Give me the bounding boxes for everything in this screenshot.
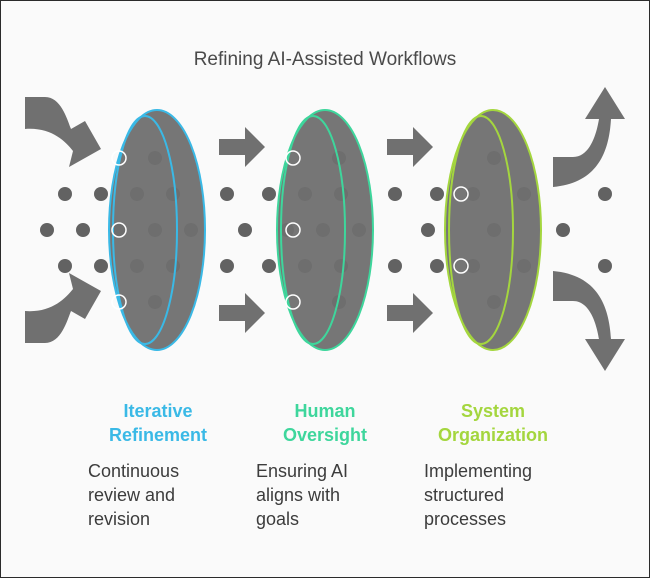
- dot: [430, 259, 444, 273]
- curved-arrow-icon: [25, 273, 101, 343]
- stage-description-line: revision: [88, 509, 151, 529]
- curved-arrow-icon: [553, 87, 625, 187]
- right-arrow-icon: [387, 127, 433, 167]
- lens-ring-icon: [444, 109, 542, 351]
- hollow-dot: [453, 186, 469, 202]
- workflow-graphic: [25, 87, 625, 371]
- curved-arrow-icon: [25, 97, 101, 167]
- stage-heading-line: Iterative: [123, 401, 193, 421]
- stage-description-line: processes: [424, 509, 507, 529]
- stage-heading-line: Human: [294, 401, 356, 421]
- stage-description-human-oversight: Ensuring AI aligns with goals: [256, 459, 406, 531]
- dot: [58, 187, 72, 201]
- stage-heading-system-organization: System Organization: [393, 399, 593, 447]
- stage-heading-line: Organization: [437, 425, 548, 445]
- dot: [556, 223, 570, 237]
- stage-description-line: goals: [256, 509, 300, 529]
- hollow-dot: [453, 258, 469, 274]
- lens-ring-rim: [112, 115, 178, 345]
- dot: [40, 223, 54, 237]
- hollow-dot: [111, 294, 127, 310]
- stage-description-line: aligns with: [256, 485, 341, 505]
- lens-ring-rim: [280, 115, 346, 345]
- dot: [598, 187, 612, 201]
- dot: [262, 259, 276, 273]
- curved-arrow-icon: [553, 271, 625, 371]
- stage-heading-line: Oversight: [282, 425, 368, 445]
- dot: [598, 259, 612, 273]
- dot: [76, 223, 90, 237]
- right-arrow-icon: [387, 293, 433, 333]
- stage-heading-line: System: [460, 401, 526, 421]
- lens-ring-body: [276, 109, 374, 351]
- stage-description-line: Implementing: [424, 461, 533, 481]
- hollow-dot: [285, 150, 301, 166]
- right-arrow-icon: [219, 293, 265, 333]
- stage-heading-human-oversight: Human Oversight: [225, 399, 425, 447]
- lens-ring-body: [444, 109, 542, 351]
- dot: [430, 187, 444, 201]
- hollow-dot: [285, 222, 301, 238]
- dot: [58, 259, 72, 273]
- dot: [238, 223, 252, 237]
- dot: [388, 187, 402, 201]
- stage-description-line: Continuous: [88, 461, 180, 481]
- diagram-title: Refining AI-Assisted Workflows: [193, 49, 457, 70]
- dot: [421, 223, 435, 237]
- arrow-layer: [25, 87, 625, 371]
- dot: [220, 259, 234, 273]
- dot: [388, 259, 402, 273]
- dot: [220, 187, 234, 201]
- hollow-dot: [285, 294, 301, 310]
- stage-description-line: review and: [88, 485, 176, 505]
- stage-description-line: Ensuring AI: [256, 461, 349, 481]
- stage-heading-iterative-refinement: Iterative Refinement: [58, 399, 258, 447]
- dot: [262, 187, 276, 201]
- hollow-dot: [111, 150, 127, 166]
- stage-heading-line: Refinement: [108, 425, 207, 445]
- lens-ring-icon: [108, 109, 206, 351]
- hollow-dot: [111, 222, 127, 238]
- lens-ring-body: [108, 109, 206, 351]
- stage-description-iterative-refinement: Continuous review and revision: [88, 459, 238, 531]
- lens-rings: [108, 109, 542, 351]
- lens-ring-rim: [448, 115, 514, 345]
- dot: [94, 259, 108, 273]
- stage-description-system-organization: Implementing structured processes: [424, 459, 574, 531]
- lens-ring-icon: [276, 109, 374, 351]
- right-arrow-icon: [219, 127, 265, 167]
- dot: [94, 187, 108, 201]
- stage-description-line: structured: [424, 485, 505, 505]
